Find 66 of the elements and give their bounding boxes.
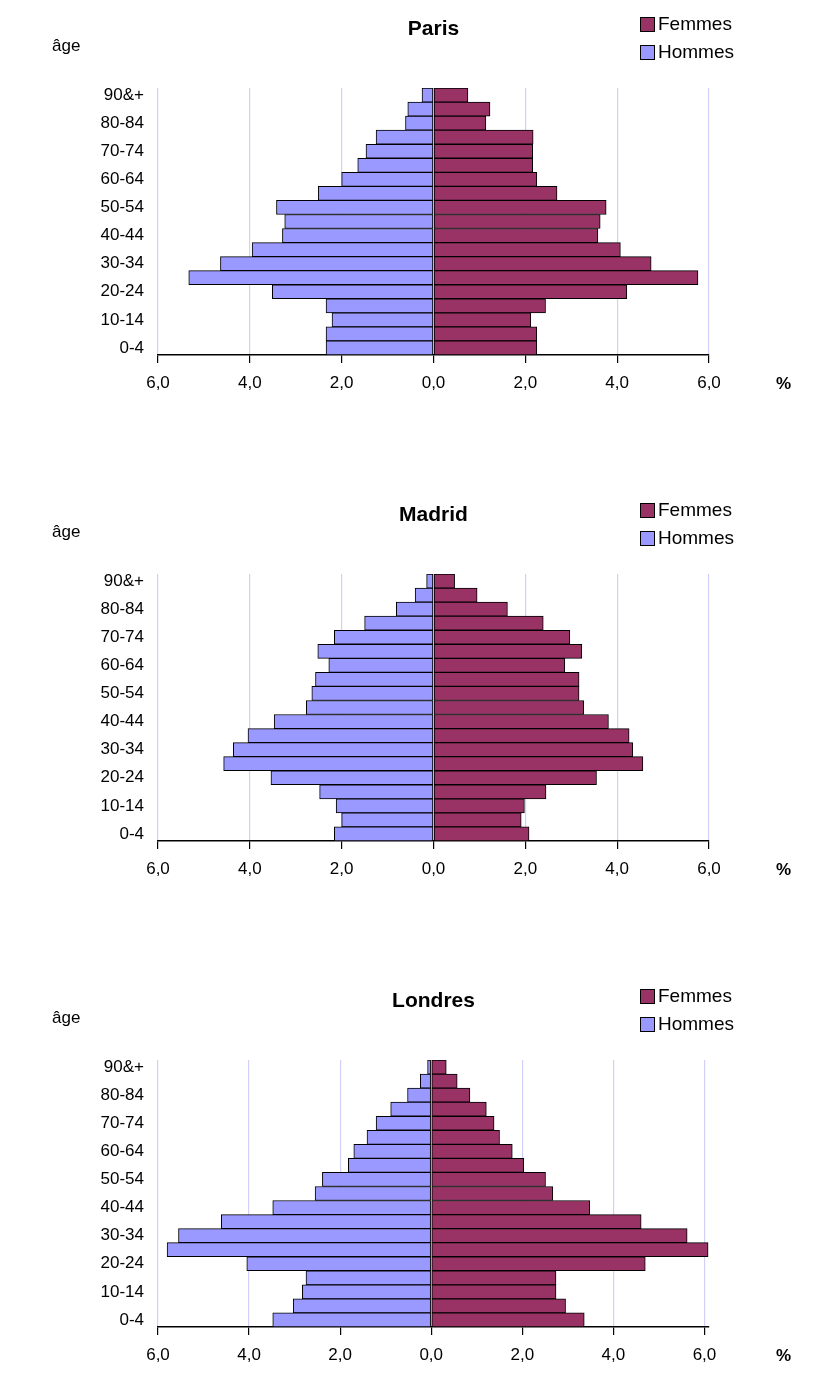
- y-tick-label: 70-74: [100, 626, 144, 646]
- y-tick-label: 50-54: [100, 683, 144, 703]
- x-tick-label: 4,0: [237, 1344, 261, 1364]
- x-tick-label: 4,0: [238, 372, 262, 392]
- x-tick-label: 4,0: [601, 1344, 626, 1364]
- x-axis-title: %: [776, 860, 792, 880]
- chart-title: Paris: [407, 16, 460, 40]
- legend-label: Hommes: [658, 41, 735, 63]
- x-tick-label: 2,0: [328, 1344, 352, 1364]
- legend-label: Hommes: [658, 527, 735, 549]
- legend-label: Hommes: [658, 1013, 735, 1035]
- x-tick-label: 6,0: [697, 858, 721, 878]
- chart-title: Londres: [392, 988, 475, 1012]
- x-tick-label: 2,0: [513, 858, 538, 878]
- x-tick-label: 6,0: [146, 1344, 170, 1364]
- x-tick-label: 0,0: [421, 858, 446, 878]
- y-tick-label: 30-34: [100, 1225, 144, 1245]
- x-tick-label: 6,0: [692, 1344, 717, 1364]
- x-tick-label: 2,0: [329, 858, 354, 878]
- y-tick-label: 50-54: [100, 197, 144, 217]
- y-tick-label: 90&+: [103, 1056, 145, 1076]
- y-tick-label: 60-64: [100, 655, 144, 675]
- y-tick-label: 80-84: [100, 598, 144, 618]
- y-tick-label: 90&+: [103, 570, 145, 590]
- x-tick-label: 4,0: [238, 858, 262, 878]
- x-axis-title: %: [776, 1346, 792, 1366]
- y-tick-label: 10-14: [100, 795, 144, 815]
- y-tick-label: 40-44: [100, 1197, 144, 1217]
- x-tick-label: 6,0: [697, 372, 721, 392]
- y-tick-label: 30-34: [100, 739, 144, 759]
- x-tick-label: 6,0: [146, 372, 170, 392]
- x-tick-label: 2,0: [510, 1344, 535, 1364]
- y-tick-label: 40-44: [100, 225, 144, 245]
- y-tick-label: 90&+: [103, 84, 145, 104]
- y-tick-label: 10-14: [100, 1281, 144, 1301]
- y-tick-label: 10-14: [100, 309, 144, 329]
- x-tick-label: 2,0: [513, 372, 538, 392]
- y-tick-label: 0-4: [119, 1309, 144, 1329]
- y-tick-label: 20-24: [100, 1253, 144, 1273]
- y-tick-label: 60-64: [100, 1141, 144, 1161]
- x-tick-label: 6,0: [146, 858, 170, 878]
- y-tick-label: 40-44: [100, 711, 144, 731]
- x-tick-label: 0,0: [419, 1344, 444, 1364]
- x-tick-label: 0,0: [421, 372, 446, 392]
- x-tick-label: 4,0: [605, 372, 629, 392]
- chart-title: Madrid: [399, 502, 468, 526]
- y-tick-label: 0-4: [119, 337, 144, 357]
- x-axis-title: %: [776, 374, 792, 394]
- y-tick-label: 70-74: [100, 140, 144, 160]
- legend-label: Femmes: [658, 13, 732, 35]
- y-tick-label: 50-54: [100, 1169, 144, 1189]
- y-axis-title: âge: [52, 522, 81, 542]
- y-tick-label: 70-74: [100, 1112, 144, 1132]
- y-tick-label: 80-84: [100, 1084, 144, 1104]
- y-axis-title: âge: [52, 1008, 81, 1028]
- legend-label: Femmes: [658, 499, 732, 521]
- y-tick-label: 30-34: [100, 253, 144, 273]
- y-tick-label: 60-64: [100, 169, 144, 189]
- y-tick-label: 20-24: [100, 767, 144, 787]
- x-tick-label: 4,0: [605, 858, 629, 878]
- y-tick-label: 0-4: [119, 823, 144, 843]
- y-tick-label: 20-24: [100, 281, 144, 301]
- y-tick-label: 80-84: [100, 112, 144, 132]
- legend-label: Femmes: [658, 985, 732, 1007]
- y-axis-title: âge: [52, 36, 81, 56]
- x-tick-label: 2,0: [329, 372, 354, 392]
